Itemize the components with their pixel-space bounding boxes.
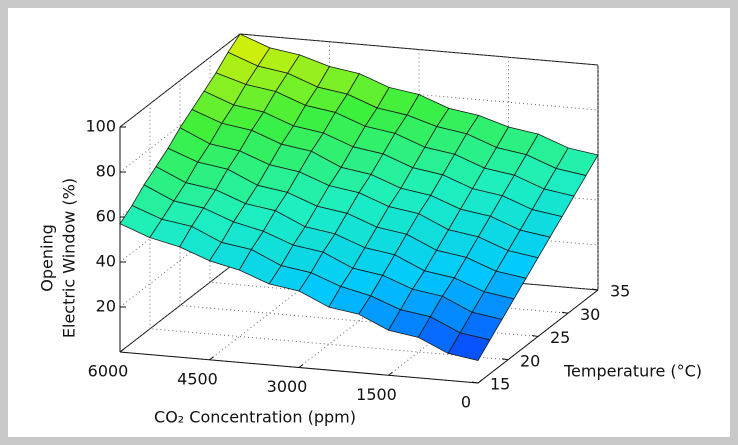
z-tick-label: 40 bbox=[96, 252, 116, 271]
x-tick bbox=[388, 371, 393, 376]
z-tick-label: 60 bbox=[96, 207, 116, 226]
box-edge bbox=[477, 289, 599, 384]
x-tick bbox=[119, 348, 125, 353]
y-tick-label: 25 bbox=[550, 328, 570, 347]
x-tick-label: 4500 bbox=[177, 369, 218, 388]
y-axis-label: Temperature (°C) bbox=[563, 362, 702, 381]
surface-patch bbox=[447, 332, 491, 361]
z-axis-label: Opening bbox=[38, 224, 57, 291]
x-tick-label: 6000 bbox=[88, 362, 129, 381]
box-edge bbox=[119, 351, 479, 384]
y-tick bbox=[531, 335, 539, 337]
z-axis-label: Electric Window (%) bbox=[60, 178, 79, 338]
x-tick-label: 3000 bbox=[267, 377, 308, 396]
z-tick-label: 20 bbox=[96, 297, 116, 316]
y-tick bbox=[591, 288, 599, 291]
x-tick-label: 1500 bbox=[356, 385, 397, 404]
x-tick bbox=[298, 364, 304, 368]
z-tick-label: 80 bbox=[96, 162, 116, 181]
y-tick-label: 30 bbox=[580, 305, 600, 324]
x-tick-label: 0 bbox=[461, 393, 471, 412]
y-tick-label: 20 bbox=[520, 351, 540, 370]
x-axis-label: CO₂ Concentration (ppm) bbox=[154, 408, 356, 427]
y-tick-label: 15 bbox=[490, 375, 510, 394]
y-tick-label: 35 bbox=[610, 282, 630, 301]
x-tick bbox=[209, 356, 214, 361]
y-tick bbox=[561, 311, 569, 314]
z-tick-label: 100 bbox=[85, 117, 116, 136]
y-tick bbox=[501, 358, 509, 361]
